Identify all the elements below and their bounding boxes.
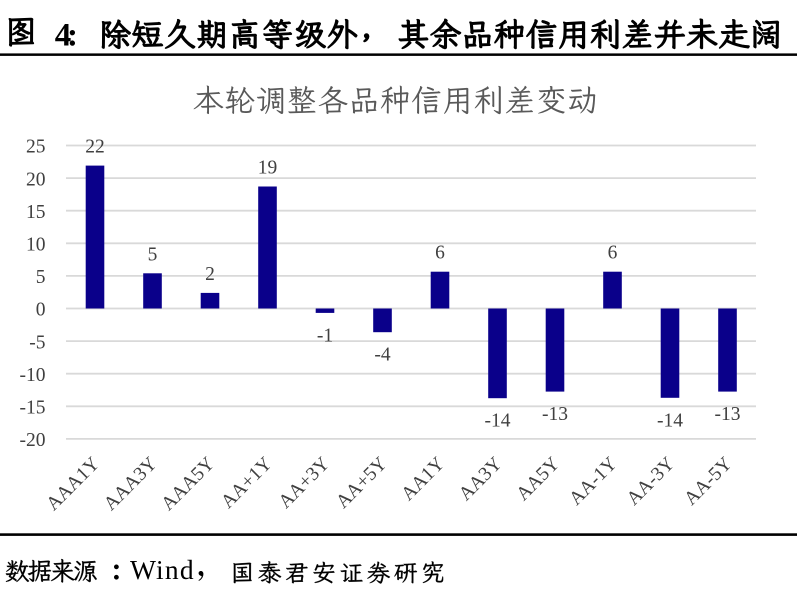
svg-text:20: 20: [26, 169, 46, 190]
svg-text:6: 6: [608, 243, 618, 264]
svg-text:-15: -15: [20, 398, 46, 419]
svg-text:22: 22: [85, 137, 105, 158]
svg-text:5: 5: [36, 267, 46, 288]
svg-text:-13: -13: [715, 404, 741, 425]
svg-text:-14: -14: [485, 411, 511, 432]
svg-text:-13: -13: [542, 404, 568, 425]
svg-text:-5: -5: [29, 332, 45, 353]
svg-text:-20: -20: [20, 430, 46, 451]
svg-text:Wind: Wind: [130, 554, 195, 585]
svg-text:-14: -14: [657, 410, 683, 431]
svg-text:4: 4: [55, 18, 72, 54]
svg-text:-1: -1: [317, 325, 333, 346]
svg-text:5: 5: [148, 244, 158, 265]
svg-text::: :: [67, 18, 78, 54]
svg-text:19: 19: [258, 158, 278, 179]
svg-text:25: 25: [26, 137, 46, 158]
svg-text:10: 10: [26, 235, 46, 256]
svg-text:0: 0: [36, 300, 46, 321]
svg-text:15: 15: [26, 202, 46, 223]
svg-text:2: 2: [205, 264, 215, 285]
svg-text:-10: -10: [20, 365, 46, 386]
svg-text:6: 6: [435, 243, 445, 264]
svg-text:-4: -4: [374, 345, 390, 366]
